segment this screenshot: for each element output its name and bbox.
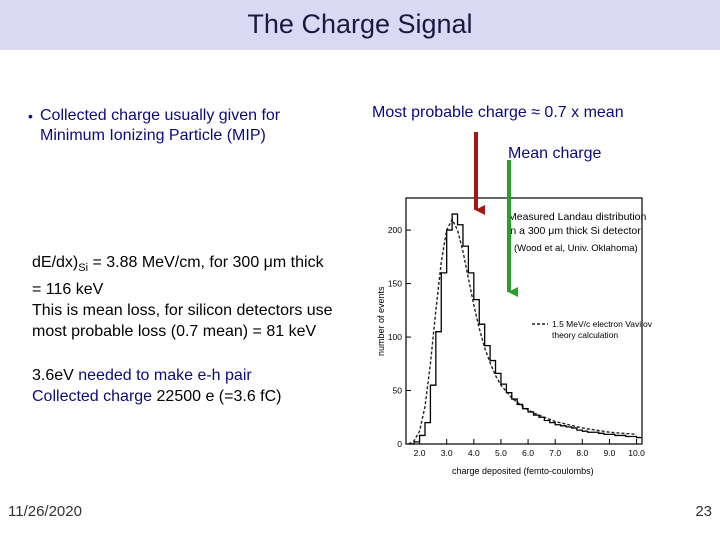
measured-series-line [408,213,642,445]
theory-legend-line-1: 1.5 MeV/c electron Vavilov [552,319,653,329]
plot-background [370,188,660,478]
pair-block: 3.6eV needed to make e-h pair Collected … [32,365,281,407]
plot-axes [405,197,643,445]
dedx-line-4: most probable loss (0.7 mean) = 81 keV [32,323,317,341]
legend-line-3: (Wood et al, Univ. Oklahoma) [514,243,638,254]
landau-plot: 0 50 100 150 200 2.0 3.0 4.0 5.0 6.0 7.0 8.0 9.0 10.… [370,188,660,478]
dedx-line-3: This is mean loss, for silicon detectors… [32,302,333,320]
legend-line-2: in a 300 μm thick Si detector [508,225,641,237]
y-axis-label: number of events [376,286,386,356]
slide-title: The Charge Signal [247,9,473,39]
y-tick-label: 200 [388,225,402,235]
bullet-line-2: Minimum Ionizing Particle (MIP) [40,127,266,144]
dedx-e: E/dx) [40,254,79,271]
bullet-line-1: Collected charge usually given for [40,107,281,124]
x-tick-label: 5.0 [495,448,507,458]
plot-frame [405,197,643,445]
footer-date: 11/26/2020 [8,503,82,520]
bullet-dot: • [28,108,33,124]
x-tick-label: 3.0 [441,448,453,458]
legend-line-1: Measured Landau distribution [508,211,647,223]
theory-series-line [408,217,637,445]
collected-value: 22500 e (=3.6 fC) [156,388,282,405]
bullet-mip: • Collected charge usually given for Min… [28,106,281,146]
x-tick-label: 9.0 [604,448,616,458]
x-tick-label: 6.0 [522,448,534,458]
dedx-thickness: m thick [272,254,324,271]
pair-line-1: 3.6eV needed to make e-h pair [32,365,281,386]
y-tick-label: 50 [393,386,403,396]
collected-label: Collected charge [32,388,157,405]
dedx-block: dE/dx)Si = 3.88 MeV/cm, for 300 μm thick… [32,252,333,342]
theory-legend-line-2: theory calculation [552,330,618,340]
y-tick-label: 100 [388,332,402,342]
page-number: 23 [695,503,712,520]
dedx-line-2: = 116 keV [32,281,104,299]
x-tick-label: 2.0 [414,448,426,458]
x-tick-label: 10.0 [628,448,645,458]
x-tick-label: 7.0 [549,448,561,458]
dedx-value: = 3.88 MeV/cm, for 300 [88,254,264,271]
pair-text: needed to make e-h pair [73,367,252,384]
x-axis-label: charge deposited (femto-coulombs) [452,466,594,476]
y-tick-label: 150 [388,279,402,289]
y-tick-label: 0 [397,439,402,449]
mean-charge-label: Mean charge [508,145,602,162]
most-probable-label: Most probable charge ≈ 0.7 x mean [372,104,624,121]
x-tick-label: 8.0 [576,448,588,458]
dedx-prefix: d [32,254,41,271]
dedx-line-1: dE/dx)Si = 3.88 MeV/cm, for 300 μm thick [32,252,333,279]
x-tick-label: 4.0 [468,448,480,458]
pair-line-2: Collected charge 22500 e (=3.6 fC) [32,386,281,407]
dedx-mu: μ [263,254,273,271]
title-bar [0,0,720,50]
pair-energy: 3.6eV [32,367,74,384]
dedx-subscript: Si [78,262,89,275]
